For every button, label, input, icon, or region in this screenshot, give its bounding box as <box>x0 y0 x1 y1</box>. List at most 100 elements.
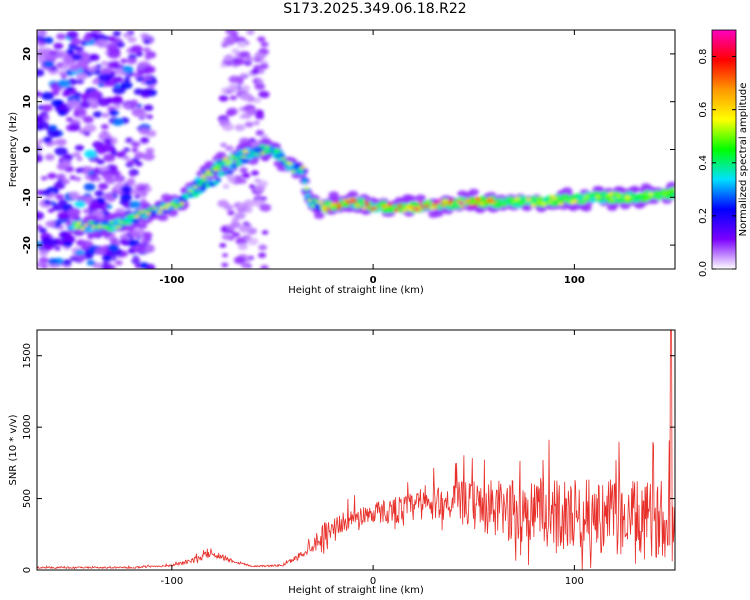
spectral-blob <box>163 206 169 210</box>
spectral-blob <box>56 33 67 40</box>
spectral-blob <box>78 100 91 109</box>
spectral-blob <box>658 192 663 196</box>
spectral-blob <box>130 45 143 54</box>
spectral-blob <box>43 60 54 68</box>
spectral-blob <box>237 41 247 48</box>
spectral-blob <box>125 221 130 225</box>
spectral-blob <box>233 57 245 66</box>
spectral-blob <box>47 258 58 265</box>
spectral-blob <box>61 178 70 185</box>
spectral-blob <box>434 201 440 205</box>
spectral-blob <box>266 150 272 154</box>
y-tick-label: 0 <box>22 567 33 573</box>
spectral-blob <box>651 195 657 199</box>
spectral-blob <box>41 189 52 196</box>
spectral-blob <box>65 48 75 55</box>
spectral-blob <box>331 202 337 206</box>
spectral-blob <box>458 201 464 205</box>
spectral-blob <box>202 178 208 182</box>
colorbar-tick-label: 0.2 <box>698 208 709 224</box>
spectral-blob <box>563 197 568 201</box>
spectral-blob <box>595 195 601 199</box>
spectral-blob <box>101 230 112 238</box>
spectral-blob <box>122 65 134 74</box>
spectral-blob <box>171 202 177 207</box>
spectral-blob <box>229 95 237 101</box>
spectral-blob <box>218 95 229 102</box>
spectral-blob <box>180 197 188 203</box>
spectral-blob <box>221 262 229 268</box>
spectral-blob <box>102 143 115 153</box>
y-tick-label: 1000 <box>22 414 33 439</box>
spectral-blob <box>56 62 64 68</box>
spectral-blob <box>261 230 269 235</box>
spectral-blob <box>208 172 214 177</box>
spectral-blob <box>54 246 61 251</box>
spectral-blob <box>231 30 239 36</box>
spectral-blob <box>254 52 266 60</box>
spectral-blob <box>418 201 423 205</box>
spectral-blob <box>576 196 581 200</box>
spectral-blob <box>69 213 80 221</box>
spectral-blob <box>107 36 116 42</box>
spectral-blob <box>53 181 66 190</box>
spectral-blob <box>138 111 148 119</box>
spectral-blob <box>37 224 43 230</box>
spectral-blob <box>608 192 613 196</box>
spectral-blob <box>614 199 620 203</box>
spectral-blob <box>365 203 370 207</box>
spectral-blob <box>246 30 255 35</box>
spectral-blob <box>243 235 252 241</box>
spectral-blob <box>223 204 234 211</box>
spectral-blob <box>122 155 130 161</box>
spectral-blob <box>258 244 268 251</box>
x-tick-label: 100 <box>565 576 584 587</box>
spectral-blob <box>76 106 84 112</box>
spectral-blob <box>83 124 97 133</box>
spectral-blob <box>447 201 452 206</box>
spectral-blob <box>350 197 356 201</box>
spectral-blob <box>561 187 573 195</box>
spectral-blob <box>37 154 43 163</box>
spectral-blob <box>112 30 122 37</box>
x-tick-label: 0 <box>370 275 377 286</box>
spectral-blob <box>137 69 145 75</box>
spectral-blob <box>258 90 270 99</box>
spectral-blob <box>173 205 179 209</box>
y-tick-label: 10 <box>22 95 33 109</box>
spectral-blob <box>82 35 92 42</box>
spectral-blob <box>109 221 114 225</box>
spectral-blob <box>336 206 341 210</box>
spectral-blob <box>138 127 150 135</box>
spectral-blob <box>558 202 564 206</box>
spectral-blob <box>57 79 70 88</box>
spectral-blob <box>71 53 83 61</box>
spectral-blob <box>134 194 141 199</box>
spectral-blob <box>238 224 251 233</box>
spectral-blob <box>254 178 262 183</box>
spectral-blob <box>69 175 77 180</box>
spectral-blob <box>89 221 95 225</box>
x-tick-label: -100 <box>159 275 184 286</box>
spectral-blob <box>542 203 547 207</box>
spectral-blob <box>402 209 407 213</box>
spectral-blob <box>96 197 106 204</box>
spectral-blob <box>142 209 148 213</box>
spectral-blob <box>138 262 149 269</box>
spectral-blob <box>129 200 142 209</box>
spectral-blob <box>239 167 248 173</box>
spectral-blob <box>555 198 560 202</box>
spectral-blob <box>634 194 639 198</box>
spectral-blob <box>223 36 235 44</box>
spectral-blob <box>62 259 72 266</box>
spectral-blob <box>215 164 221 168</box>
spectral-blob <box>116 151 127 158</box>
spectral-blob <box>68 123 81 132</box>
spectral-blob <box>54 147 68 156</box>
spectral-blob <box>116 41 125 48</box>
spectral-blob <box>222 253 229 258</box>
spectral-blob <box>63 241 73 248</box>
spectral-blob <box>240 263 249 269</box>
spectral-blob <box>291 169 296 173</box>
